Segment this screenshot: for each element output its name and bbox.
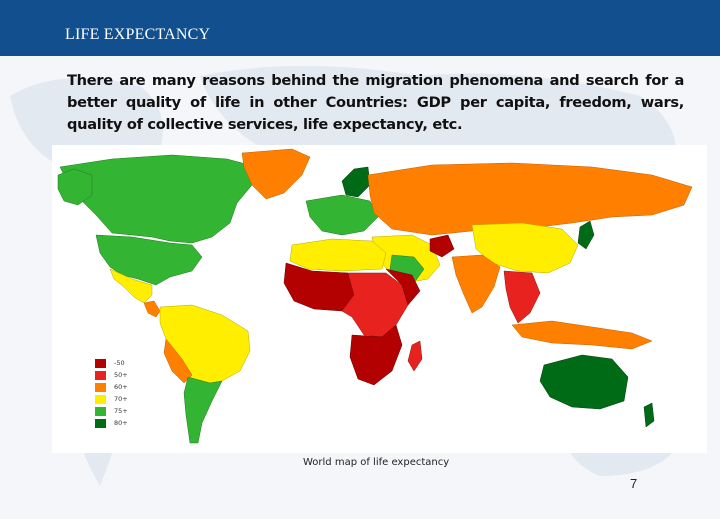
page-number: 7 (630, 476, 638, 491)
region-western-europe (305, 194, 379, 236)
region-southern-africa (349, 324, 403, 386)
world-life-expectancy-map (57, 148, 693, 444)
legend-swatch (95, 418, 106, 428)
region-madagascar (407, 340, 423, 372)
region-east-africa (385, 268, 421, 306)
region-scandinavia (341, 166, 371, 198)
intro-paragraph: There are many reasons behind the migrat… (67, 72, 684, 133)
legend-item: 80+ (95, 417, 128, 429)
region-japan (577, 220, 595, 250)
region-south-america-north (159, 304, 251, 386)
legend-label: 70+ (114, 395, 128, 403)
region-australia (539, 354, 629, 410)
legend-label: 75+ (114, 407, 128, 415)
region-central-america (143, 300, 161, 318)
slide-title: LIFE EXPECTANCY (65, 26, 211, 43)
legend-swatch (95, 394, 106, 404)
region-greenland (241, 148, 311, 200)
region-central-africa (341, 272, 409, 338)
region-alaska (57, 168, 93, 206)
legend-label: 80+ (114, 419, 128, 427)
region-north-africa (289, 238, 387, 272)
legend-item: 70+ (95, 393, 128, 405)
region-southeast-asia (503, 270, 541, 324)
region-new-zealand (643, 402, 655, 428)
region-canada (59, 154, 258, 244)
legend-label: 50+ (114, 371, 128, 379)
legend-swatch (95, 406, 106, 416)
legend-label: -50 (114, 359, 125, 367)
region-south-america-south (183, 376, 223, 444)
region-india (451, 254, 501, 314)
region-russia (367, 162, 693, 236)
legend-item: 50+ (95, 369, 128, 381)
legend-swatch (95, 358, 106, 368)
title-bar: LIFE EXPECTANCY (0, 0, 720, 56)
region-afghanistan (429, 234, 455, 258)
legend-item: 75+ (95, 405, 128, 417)
region-usa (95, 234, 203, 286)
legend-item: 60+ (95, 381, 128, 393)
legend-label: 60+ (114, 383, 128, 391)
region-peru-bolivia (163, 338, 193, 384)
map-caption: World map of life expectancy (303, 457, 450, 468)
region-china (471, 222, 579, 274)
region-indonesia (511, 320, 653, 350)
map-legend: -50 50+ 60+ 70+ 75+ 80+ (95, 357, 128, 429)
legend-item: -50 (95, 357, 128, 369)
legend-swatch (95, 370, 106, 380)
legend-swatch (95, 382, 106, 392)
map-panel (52, 145, 707, 453)
